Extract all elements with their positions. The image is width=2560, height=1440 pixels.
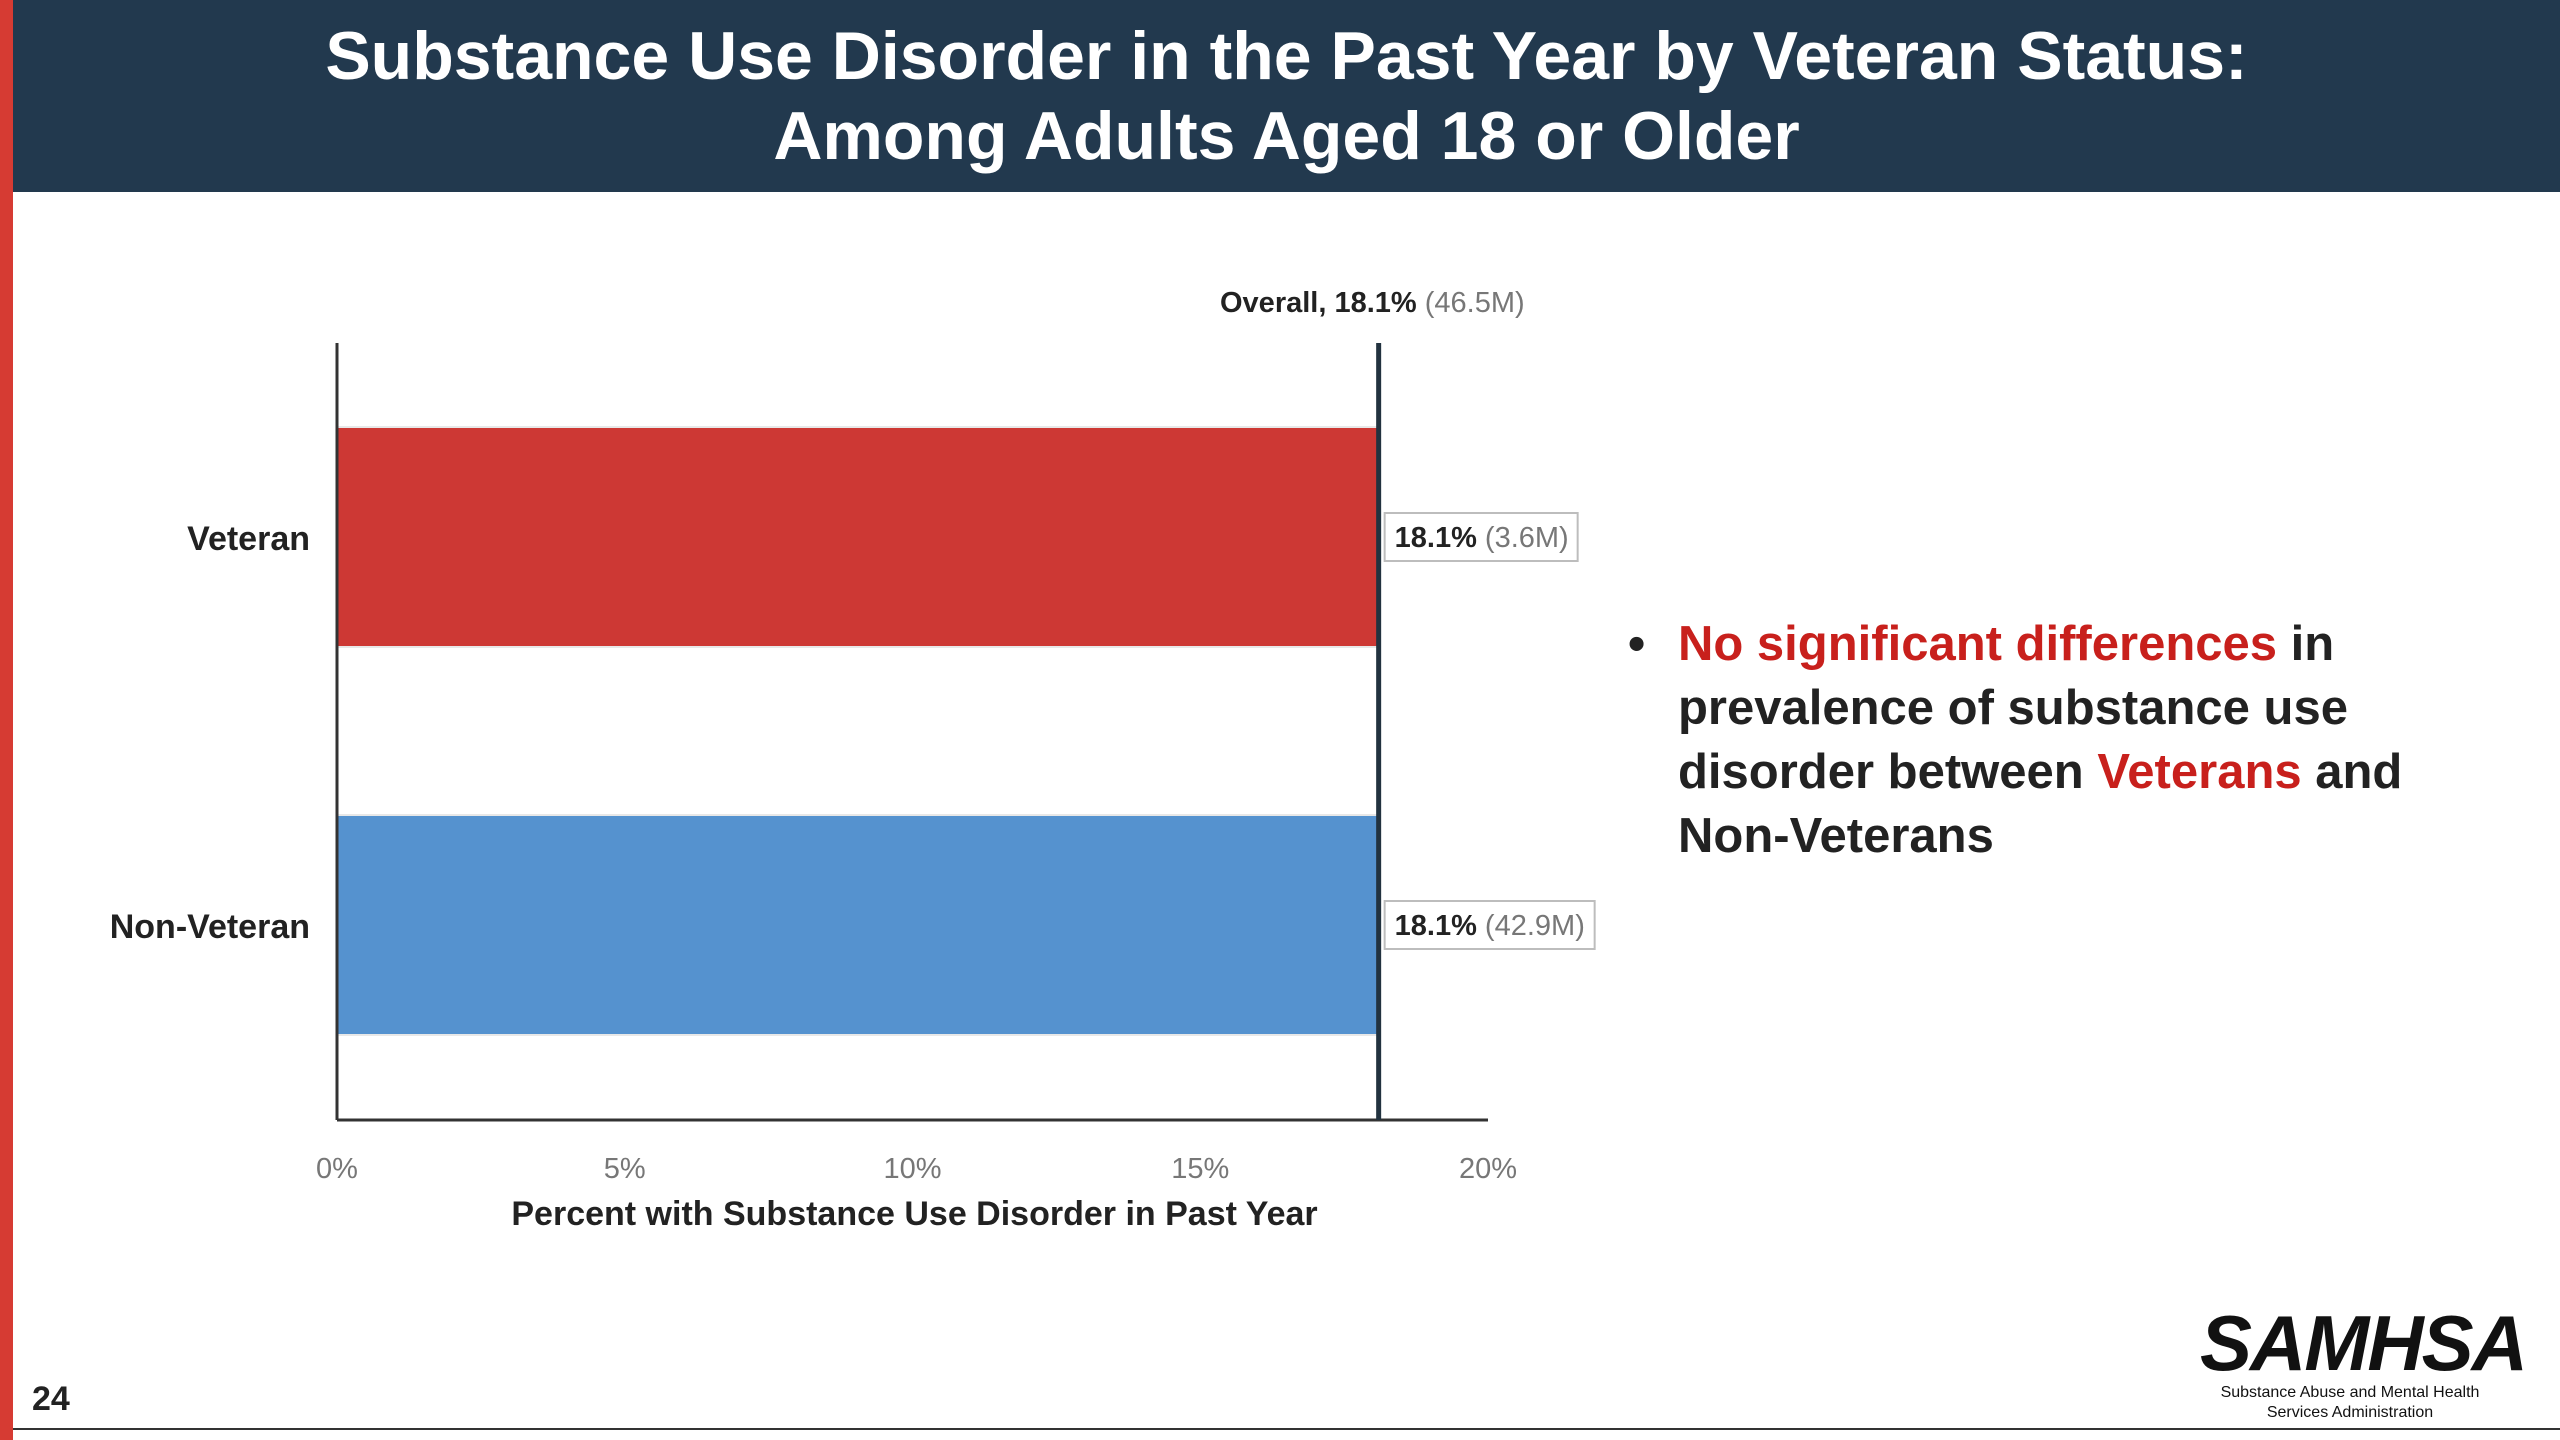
category-label-veteran: Veteran [187, 520, 310, 558]
bullet-text-2: and Non-Veterans [1678, 745, 2403, 863]
logo-subtitle-2: Services Administration [2266, 1404, 2434, 1421]
bullet-dot-icon: • [1628, 617, 1646, 671]
data-label-box-veteran [1383, 512, 1579, 562]
data-label-veteran: 18.1% (3.6M) [1395, 522, 1569, 554]
data-label-box-non-veteran [1383, 900, 1596, 950]
slide-title-banner: Substance Use Disorder in the Past Year … [13, 0, 2560, 192]
bottom-divider [13, 1428, 2560, 1430]
data-label-non-veteran: 18.1% (42.9M) [1395, 910, 1585, 942]
bar-veteran [336, 426, 1380, 648]
x-tick-label-0: 0% [316, 1153, 358, 1185]
slide-title-line-2: Among Adults Aged 18 or Older [773, 98, 1800, 174]
x-axis-title: Percent with Substance Use Disorder in P… [511, 1195, 1317, 1233]
x-tick-label-10: 10% [883, 1153, 941, 1185]
bar-non-veteran [336, 814, 1380, 1036]
category-label-non-veteran: Non-Veteran [110, 908, 310, 946]
bullet-highlight-veterans: Veterans [2097, 745, 2302, 799]
overall-reference-label: Overall, 18.1% (46.5M) [1220, 287, 1525, 319]
samhsa-logo: SAMHSA Substance Abuse and Mental Health… [2200, 1299, 2528, 1423]
data-label-count: (42.9M) [1477, 910, 1585, 942]
data-label-pct: 18.1% [1395, 522, 1477, 554]
data-label-pct: 18.1% [1395, 910, 1477, 942]
bullet-text-1: in prevalence of substance use disorder … [1678, 617, 2348, 799]
overall-label-count: (46.5M) [1417, 287, 1525, 319]
bullet-highlight-no-difference: No significant differences [1678, 617, 2278, 671]
page-number: 24 [32, 1380, 70, 1418]
x-tick-label-5: 5% [604, 1153, 646, 1185]
logo-mark: SAMHSA [2200, 1299, 2528, 1387]
data-label-count: (3.6M) [1477, 522, 1569, 554]
key-finding-bullet: • No significant differences in prevalen… [1628, 612, 2438, 868]
x-tick-label-20: 20% [1459, 1153, 1517, 1185]
x-tick-label-15: 15% [1171, 1153, 1229, 1185]
logo-subtitle-1: Substance Abuse and Mental Health [2220, 1384, 2480, 1401]
left-accent-bar [0, 0, 13, 1440]
slide-title-line-1: Substance Use Disorder in the Past Year … [325, 18, 2248, 94]
overall-label-main: Overall, 18.1% [1220, 287, 1417, 319]
